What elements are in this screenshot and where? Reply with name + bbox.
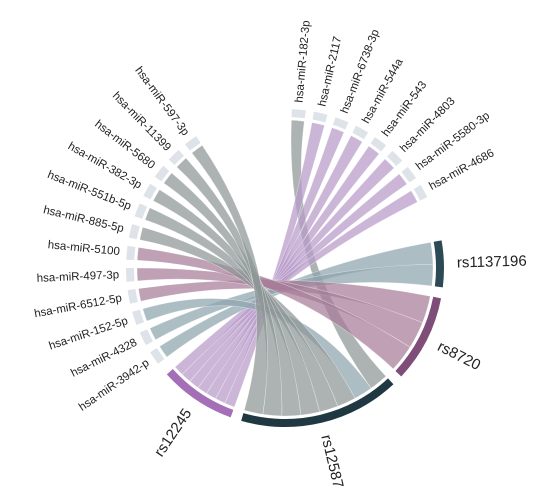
- node-label-rs8720: rs8720: [435, 338, 484, 374]
- node-segment-hsa-mir-5680: [154, 165, 170, 182]
- node-segment-hsa-mir-2117: [312, 111, 328, 123]
- chord-ribbon: [189, 158, 395, 389]
- node-label-hsa-mir-2117: hsa-miR-2117: [317, 35, 345, 107]
- chord-ribbon: [174, 190, 418, 375]
- node-segment-hsa-mir-551b-5p: [134, 203, 148, 219]
- node-segment-rs12245: [166, 369, 234, 418]
- chord-ribbon: [144, 207, 339, 413]
- chord-ribbon: [215, 127, 345, 404]
- chord-ribbon: [152, 189, 320, 416]
- node-segment-hsa-mir-5580-3p: [401, 166, 417, 183]
- node-segment-hsa-mir-11399: [168, 149, 184, 166]
- node-segment-hsa-mir-885-5p: [128, 224, 140, 240]
- node-segment-hsa-mir-152-5p: [132, 309, 145, 325]
- chord-ribbon: [191, 144, 268, 415]
- node-label-hsa-mir-885-5p: hsa-miR-885-5p: [42, 204, 125, 235]
- ribbon-layer: [136, 119, 434, 417]
- node-segment-hsa-mir-543: [370, 136, 387, 152]
- node-segment-hsa-mir-5100: [126, 245, 136, 261]
- chord-ribbon: [224, 122, 325, 408]
- chord-ribbon: [181, 173, 408, 382]
- node-segment-hsa-mir-4686: [413, 184, 428, 201]
- node-segment-hsa-mir-544a: [352, 125, 369, 140]
- node-segment-hsa-mir-182-3p: [291, 109, 306, 119]
- node-label-rs12587: rs12587: [317, 433, 346, 490]
- node-label-rs1137196: rs1137196: [457, 253, 527, 272]
- node-segment-hsa-mir-6512-5p: [127, 289, 138, 304]
- node-label-hsa-mir-6512-5p: hsa-miR-6512-5p: [33, 292, 123, 320]
- chord-ribbon: [163, 172, 302, 417]
- node-segment-hsa-mir-597-3p: [184, 136, 201, 151]
- chord-ribbon: [142, 298, 372, 399]
- node-label-hsa-mir-5100: hsa-miR-5100: [47, 239, 120, 258]
- node-label-hsa-mir-497-3p: hsa-miR-497-3p: [37, 269, 120, 285]
- node-label-hsa-mir-182-3p: hsa-miR-182-3p: [294, 20, 313, 103]
- node-segment-rs1137196: [433, 240, 444, 288]
- segment-layer: [126, 109, 444, 428]
- node-segment-rs8720: [395, 296, 442, 377]
- chord-ribbon: [139, 226, 356, 407]
- node-label-rs12245: rs12245: [151, 406, 195, 460]
- node-segment-hsa-mir-497-3p: [126, 268, 135, 282]
- node-segment-hsa-mir-382-3p: [143, 183, 157, 200]
- node-segment-rs12587: [241, 378, 394, 428]
- node-segment-hsa-mir-4803: [387, 150, 403, 166]
- node-segment-hsa-mir-6738-3p: [332, 117, 349, 130]
- node-segment-hsa-mir-4328: [139, 329, 153, 346]
- node-segment-hsa-mir-3942-p: [150, 348, 165, 364]
